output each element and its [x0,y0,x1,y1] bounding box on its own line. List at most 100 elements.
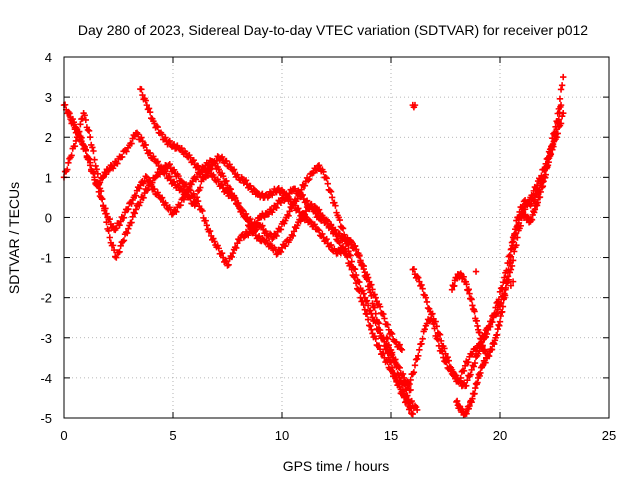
data-point-track-1 [215,178,222,185]
data-point-track-3 [289,232,297,240]
data-point-track-6 [485,323,493,330]
data-point-track-4 [345,241,352,249]
data-point-track-4 [303,214,311,222]
y-axis-label: SDTVAR / TECUs [6,182,22,294]
data-point-track-4 [194,162,202,170]
data-point-track-5 [403,386,410,394]
data-point-track-2 [105,227,112,235]
data-point-track-3 [113,224,120,232]
data-point-track-6 [457,374,464,382]
data-point-track-6 [422,294,430,301]
data-point-track-1 [142,141,149,149]
data-point-track-3 [91,174,98,181]
data-point-track-3 [263,237,270,244]
data-point-track-2 [339,225,347,232]
data-point-track-7 [550,138,557,145]
data-point-track-7 [499,303,507,310]
data-point-track-6 [533,182,541,189]
data-point-track-7 [553,126,560,133]
data-point-track-4 [376,326,384,334]
data-point-track-3 [143,174,151,181]
data-point-track-4 [360,265,367,273]
data-point-track-2 [77,121,84,128]
data-point-track-2 [360,290,367,297]
data-point-track-5 [416,346,423,354]
data-point-track-4 [138,86,145,93]
data-point-track-2 [331,199,338,206]
data-point-track-2 [228,253,236,261]
data-point-track-4 [388,364,396,372]
data-point-track-2 [161,166,168,173]
data-point-track-2 [240,234,248,241]
data-point-track-1 [335,238,342,245]
y-tick-label: -2 [40,291,52,306]
data-point-track-2 [315,162,323,169]
data-point-track-6 [489,318,496,326]
data-point-track-3 [288,231,296,239]
axis-ticks [63,56,610,419]
data-point-track-2 [116,248,123,256]
data-point-track-4 [145,105,153,112]
data-point-track-6 [525,200,532,207]
data-point-isolated [411,101,419,109]
data-point-track-4 [400,394,408,401]
data-point-track-1 [128,140,135,147]
data-point-track-3 [376,303,384,310]
data-point-track-5 [413,355,421,363]
x-tick-label: 5 [169,428,176,443]
data-point-track-4 [170,141,178,148]
data-point-track-4 [368,292,375,300]
data-point-track-4 [218,153,226,161]
data-point-track-6 [427,308,434,315]
data-point-track-3 [384,321,391,328]
data-point-track-1 [346,262,353,270]
data-point-track-4 [307,218,314,225]
data-point-track-4 [351,242,359,250]
data-point-track-3 [125,205,132,213]
data-point-track-3 [142,173,149,180]
data-point-track-3 [282,243,289,250]
data-point-track-7 [512,229,520,237]
data-point-track-6 [481,330,488,337]
data-point-track-2 [81,112,88,119]
x-axis-label: GPS time / hours [283,458,390,474]
data-point-track-4 [359,262,366,269]
y-tick-label: -5 [40,411,52,426]
data-point-track-3 [85,155,93,162]
data-point-track-2 [223,258,230,265]
data-point-track-6 [418,281,425,289]
data-point-track-3 [95,188,103,196]
data-point-track-6 [532,185,540,192]
data-point-track-2 [245,231,252,239]
data-point-track-4 [347,237,354,244]
data-point-track-4 [291,202,299,209]
data-point-track-2 [140,194,147,201]
data-point-track-7 [488,346,496,353]
chart-title: Day 280 of 2023, Sidereal Day-to-day VTE… [78,22,588,38]
data-point-track-2 [136,202,143,209]
data-point-track-2 [313,167,321,174]
data-point-track-4 [182,150,190,157]
data-point-track-2 [199,207,206,215]
data-point-track-1 [166,173,173,180]
data-point-track-2 [215,245,222,252]
data-point-track-2 [282,217,289,224]
data-point-track-5 [406,380,413,388]
data-point-track-6 [465,358,472,366]
data-point-track-4 [247,182,254,190]
data-point-track-7 [555,116,563,123]
data-point-track-2 [285,212,292,220]
data-point-track-4 [242,177,250,184]
data-point-track-4 [154,123,161,131]
data-point-track-2 [93,166,100,173]
data-point-track-5 [389,354,397,362]
data-point-track-6 [537,176,544,183]
data-point-track-1 [261,213,268,221]
data-point-track-6 [558,112,566,120]
data-point-track-1 [61,101,69,108]
data-point-track-5 [388,349,396,356]
y-tick-label: -1 [40,251,52,266]
data-point-track-3 [255,233,263,240]
data-point-track-6 [449,371,457,379]
data-point-track-1 [376,346,384,353]
